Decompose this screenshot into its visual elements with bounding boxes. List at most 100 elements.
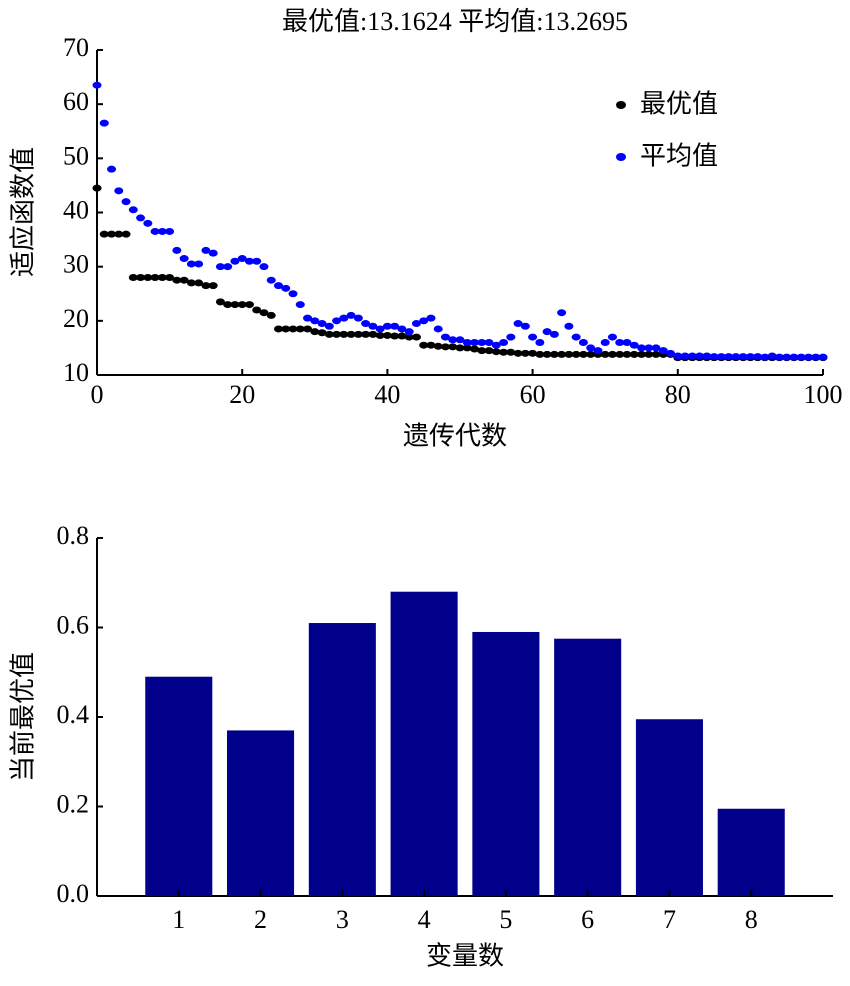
bar	[472, 631, 540, 896]
data-point	[339, 314, 349, 322]
data-point	[244, 257, 254, 265]
data-point	[303, 314, 313, 322]
data-point	[724, 353, 734, 361]
data-point	[455, 344, 465, 352]
data-point	[157, 227, 167, 235]
legend-marker	[616, 101, 626, 109]
bar	[717, 808, 785, 896]
data-point	[470, 345, 480, 353]
data-point	[782, 353, 792, 361]
data-point	[411, 320, 421, 328]
data-point	[368, 330, 378, 338]
data-point	[818, 353, 828, 361]
data-point	[266, 311, 276, 319]
data-point	[549, 330, 559, 338]
data-point	[339, 330, 349, 338]
data-point	[644, 350, 654, 358]
data-point	[571, 333, 581, 341]
data-point	[295, 301, 305, 309]
y-tick-label: 50	[63, 141, 89, 170]
data-point	[324, 330, 334, 338]
data-point	[615, 339, 625, 346]
y-tick-label: 0.6	[57, 610, 90, 639]
data-point	[223, 263, 233, 271]
data-point	[324, 322, 334, 330]
data-point	[237, 255, 247, 263]
bar	[145, 676, 213, 896]
data-point	[404, 333, 414, 341]
data-point	[143, 274, 153, 281]
data-point	[165, 274, 175, 281]
data-point	[346, 311, 356, 319]
legend-marker	[616, 153, 626, 161]
data-point	[484, 339, 494, 346]
data-point	[557, 309, 567, 317]
data-point	[796, 353, 806, 361]
data-point	[731, 353, 741, 361]
data-point	[600, 339, 610, 346]
data-point	[499, 339, 509, 346]
data-point	[586, 350, 596, 358]
data-point	[666, 349, 676, 357]
data-point	[165, 227, 175, 235]
data-point	[637, 344, 646, 352]
data-point	[433, 325, 443, 333]
y-tick-label: 20	[63, 304, 89, 333]
y-tick-label: 30	[63, 250, 89, 279]
data-point	[433, 342, 443, 350]
data-point	[644, 344, 654, 352]
data-point	[774, 353, 784, 361]
data-point	[470, 339, 480, 346]
data-point	[557, 350, 567, 358]
data-point	[332, 317, 342, 325]
data-point	[426, 314, 436, 322]
x-tick-label: 100	[804, 380, 843, 409]
data-point	[259, 263, 269, 271]
data-point	[440, 333, 450, 341]
data-point	[179, 276, 189, 284]
data-point	[172, 246, 182, 254]
data-point	[382, 322, 392, 330]
data-point	[578, 339, 588, 346]
data-point	[390, 332, 400, 340]
data-point	[426, 341, 436, 349]
data-point	[121, 198, 131, 206]
bar	[390, 591, 458, 896]
x-tick-label: 60	[520, 380, 546, 409]
x-tick-label: 2	[254, 905, 267, 934]
y-axis-label: 适应函数值	[9, 147, 39, 277]
data-point	[716, 353, 726, 361]
data-point	[535, 350, 545, 358]
data-point	[513, 349, 523, 357]
chart-title: 最优值:13.1624 平均值:13.2695	[282, 7, 628, 36]
data-point	[629, 341, 639, 349]
data-point	[179, 255, 189, 263]
data-point	[745, 353, 755, 361]
data-point	[549, 350, 559, 358]
data-point	[99, 230, 109, 238]
data-point	[310, 328, 320, 336]
data-point	[201, 282, 211, 290]
data-point	[201, 246, 211, 254]
data-point	[419, 317, 429, 325]
data-point	[520, 349, 530, 357]
data-point	[332, 330, 342, 338]
data-point	[709, 353, 719, 361]
data-point	[223, 301, 233, 309]
data-point	[687, 352, 697, 360]
data-point	[506, 333, 516, 341]
y-tick-label: 0.8	[57, 521, 90, 550]
data-point	[368, 322, 378, 330]
legend-label: 最优值	[640, 90, 718, 120]
data-point	[622, 350, 632, 358]
data-point	[215, 263, 225, 271]
data-point	[753, 353, 763, 361]
bar	[227, 730, 295, 896]
data-point	[281, 284, 291, 292]
data-point	[542, 350, 552, 358]
data-point	[702, 352, 712, 360]
data-point	[346, 330, 356, 338]
data-point	[564, 350, 574, 358]
data-point	[274, 325, 283, 333]
data-point	[244, 301, 254, 309]
